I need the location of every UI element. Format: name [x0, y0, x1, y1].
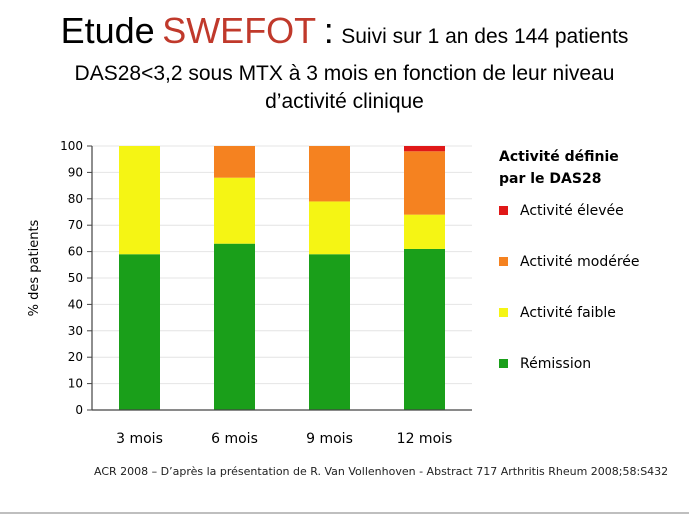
legend-swatch-moderee [499, 256, 508, 266]
y-tick-labels: 0 10 20 30 40 50 60 70 80 90 100 [60, 139, 83, 417]
legend-swatch-faible [499, 307, 508, 317]
bar-activite-faible-3 [309, 201, 350, 255]
x-tick-label-2: 6 mois [211, 431, 258, 447]
bar-activite-elevee-4 [404, 146, 445, 152]
legend-swatch-remission [499, 358, 508, 368]
legend-title-line-1: Activité définie [499, 149, 619, 165]
legend-item-faible: Activité faible [499, 305, 616, 321]
legend-label-faible: Activité faible [520, 305, 616, 321]
bottom-divider [0, 512, 689, 514]
bar-remission-2 [214, 243, 255, 410]
x-tick-label-1: 3 mois [116, 431, 163, 447]
y-tick-label-0: 0 [75, 403, 83, 417]
chart-legend: Activité définie par le DAS28 Activité é… [499, 146, 679, 372]
legend-title-line-2: par le DAS28 [499, 171, 602, 187]
bar-activite-faible-4 [404, 214, 445, 249]
subtitle-part-1: Suivi sur 1 an des 144 patients [341, 25, 629, 48]
y-tick-label-100: 100 [60, 139, 83, 153]
y-tick-label-80: 80 [68, 192, 83, 206]
legend-item-elevee: Activité élevée [499, 203, 624, 219]
y-axis-label: % des patients [27, 219, 42, 316]
legend-label-remission: Rémission [520, 356, 592, 372]
chart-axes [87, 145, 472, 411]
title-prefix: Etude [60, 10, 155, 51]
legend-label-elevee: Activité élevée [520, 203, 624, 219]
bar-activite-faible-1 [119, 146, 160, 255]
source-citation: ACR 2008 – D’après la présentation de R.… [94, 465, 669, 478]
bar-activite-moderee-3 [309, 146, 350, 202]
study-name: SWEFOT [162, 10, 317, 51]
y-tick-label-60: 60 [68, 245, 83, 259]
legend-swatch-elevee [499, 205, 508, 215]
bar-remission-4 [404, 248, 445, 410]
y-tick-label-30: 30 [68, 324, 83, 338]
subtitle-part-2: DAS28<3,2 sous MTX à 3 mois en fonction … [74, 62, 615, 85]
y-tick-label-40: 40 [68, 297, 83, 311]
bar-activite-moderee-2 [214, 146, 255, 178]
title-colon: : [323, 10, 334, 51]
bar-activite-moderee-4 [404, 151, 445, 215]
chart-bars [119, 146, 445, 410]
legend-item-moderee: Activité modérée [499, 254, 640, 270]
y-tick-label-70: 70 [68, 218, 83, 232]
x-tick-label-4: 12 mois [397, 431, 453, 447]
x-tick-labels: 3 mois 6 mois 9 mois 12 mois [116, 431, 452, 447]
bar-activite-faible-2 [214, 177, 255, 244]
title-line-1: Etude SWEFOT : Suivi sur 1 an des 144 pa… [0, 13, 689, 54]
bar-remission-3 [309, 254, 350, 410]
y-tick-label-90: 90 [68, 165, 83, 179]
slide-title: Etude SWEFOT : Suivi sur 1 an des 144 pa… [0, 13, 689, 116]
legend-label-moderee: Activité modérée [520, 254, 640, 270]
y-tick-label-10: 10 [68, 377, 83, 391]
bar-remission-1 [119, 254, 160, 410]
subtitle-part-3: d’activité clinique [265, 90, 424, 113]
legend-item-remission: Rémission [499, 356, 591, 372]
y-tick-label-50: 50 [68, 271, 83, 285]
x-tick-label-3: 9 mois [306, 431, 353, 447]
y-tick-label-20: 20 [68, 350, 83, 364]
